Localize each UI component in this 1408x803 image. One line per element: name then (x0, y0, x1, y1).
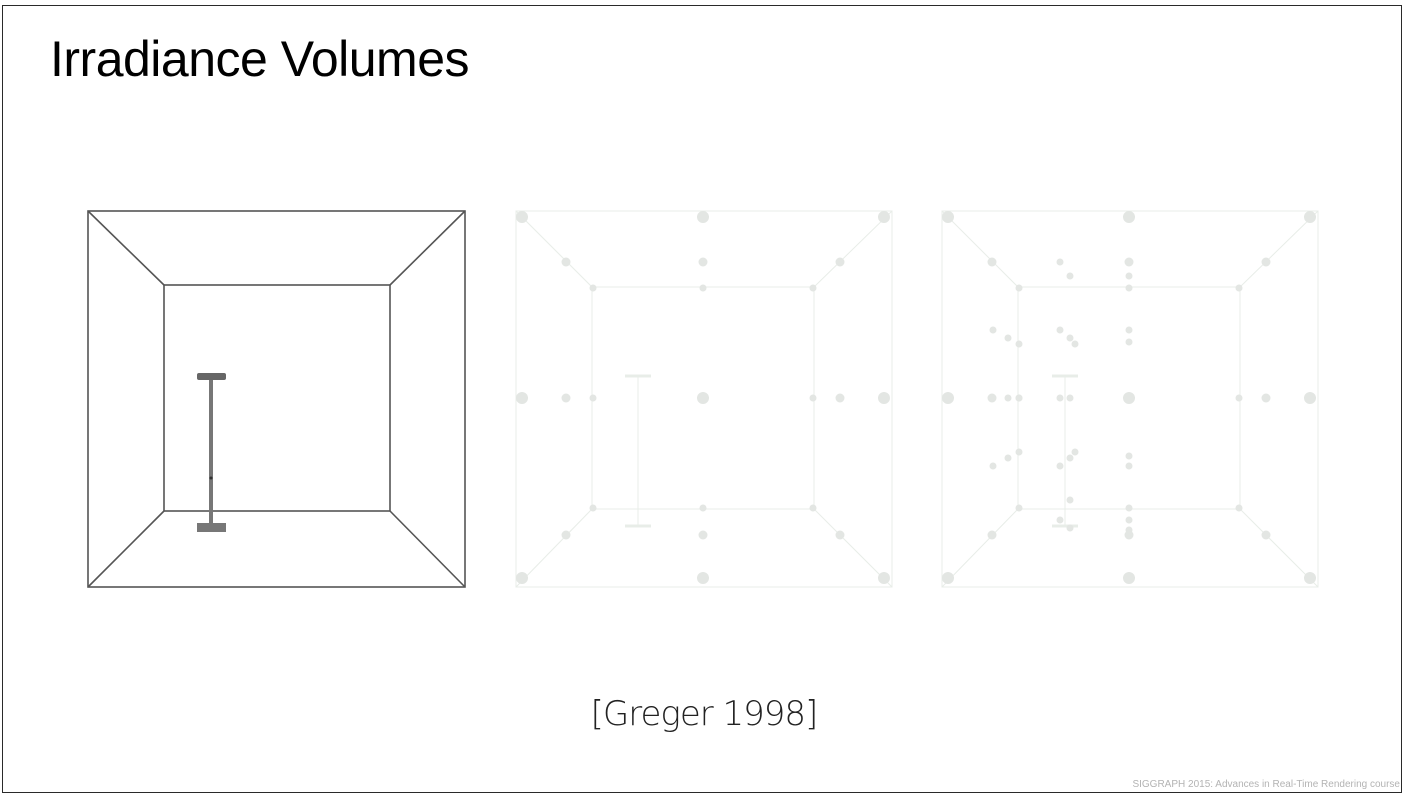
sample-point (697, 572, 709, 584)
sample-point (1015, 504, 1023, 512)
room-outer-box (87, 210, 466, 588)
sample-point (561, 257, 571, 267)
sample-point (1125, 284, 1133, 292)
sample-point (1125, 258, 1133, 266)
sample-point (1004, 454, 1012, 462)
room-edge-br (389, 510, 466, 588)
sample-point (1015, 340, 1023, 348)
sample-point (1004, 334, 1012, 342)
sample-point (698, 257, 708, 267)
sample-point (1235, 284, 1243, 292)
sample-point (942, 572, 954, 584)
room-edge-tr (389, 210, 466, 286)
sample-point (835, 257, 845, 267)
sample-point (516, 211, 528, 223)
sample-point (1125, 272, 1133, 280)
sample-point (1125, 526, 1133, 534)
sample-point (989, 326, 997, 334)
sample-point (516, 572, 528, 584)
sample-point (1056, 462, 1064, 470)
sample-point (1235, 504, 1243, 512)
sample-point (1071, 340, 1079, 348)
sample-point (1123, 572, 1135, 584)
room-back-wall (163, 284, 391, 512)
room-panel-wireframe (87, 210, 466, 588)
sample-point (1066, 272, 1074, 280)
sample-point (516, 392, 528, 404)
sample-point (1304, 392, 1316, 404)
sample-point (561, 530, 571, 540)
sample-point (1015, 394, 1023, 402)
sample-point (699, 504, 707, 512)
sample-point (809, 504, 817, 512)
sample-point (698, 530, 708, 540)
sample-point (1056, 258, 1064, 266)
slide-frame (2, 5, 1402, 793)
sample-point (1123, 392, 1135, 404)
sample-point (1056, 516, 1064, 524)
room-panel-uniform-grid (515, 210, 893, 588)
sample-point (1066, 394, 1074, 402)
sample-point (1304, 572, 1316, 584)
sample-point (878, 392, 890, 404)
sample-point (987, 530, 997, 540)
sample-point (1015, 284, 1023, 292)
sample-point (1015, 448, 1023, 456)
sample-point (1066, 454, 1074, 462)
floor-lamp (197, 373, 226, 532)
sample-point (589, 284, 597, 292)
sample-point (809, 284, 817, 292)
sample-point (878, 211, 890, 223)
lamp-shade (197, 373, 226, 380)
sample-point (1123, 211, 1135, 223)
sample-point (1066, 524, 1074, 532)
room-edge-bl (87, 510, 165, 588)
room-edge-tl (87, 210, 165, 286)
sample-point (1124, 530, 1134, 540)
sample-point (809, 394, 817, 402)
slide-title: Irradiance Volumes (50, 31, 470, 87)
sample-point (1261, 393, 1271, 403)
sample-point (1261, 530, 1271, 540)
sample-point (942, 211, 954, 223)
sample-point (1125, 338, 1133, 346)
sample-point (1125, 516, 1133, 524)
sample-point (1125, 504, 1133, 512)
sample-point (987, 393, 997, 403)
sample-point (589, 394, 597, 402)
sample-point (1066, 334, 1074, 342)
sample-point (699, 284, 707, 292)
lamp-base (197, 523, 226, 532)
sample-point (697, 392, 709, 404)
lamp-switch (209, 476, 213, 480)
sample-point (835, 393, 845, 403)
sample-point (1125, 452, 1133, 460)
sample-point (878, 572, 890, 584)
sample-point (697, 211, 709, 223)
sample-point (989, 462, 997, 470)
sample-point (1056, 326, 1064, 334)
sample-point (1304, 211, 1316, 223)
sample-point (589, 504, 597, 512)
sample-point (835, 530, 845, 540)
sample-point (1235, 394, 1243, 402)
citation-caption: [Greger 1998] (590, 694, 819, 734)
room-panel-adaptive-grid (941, 210, 1319, 588)
sample-point (1056, 394, 1064, 402)
sample-point (561, 393, 571, 403)
sample-point (942, 392, 954, 404)
sample-point (987, 257, 997, 267)
sample-point (1004, 394, 1012, 402)
sample-point (1066, 496, 1074, 504)
sample-point (1071, 448, 1079, 456)
sample-point (1261, 257, 1271, 267)
sample-point (1125, 462, 1133, 470)
sample-point (1125, 326, 1133, 334)
course-footer: SIGGRAPH 2015: Advances in Real-Time Ren… (1132, 779, 1400, 790)
